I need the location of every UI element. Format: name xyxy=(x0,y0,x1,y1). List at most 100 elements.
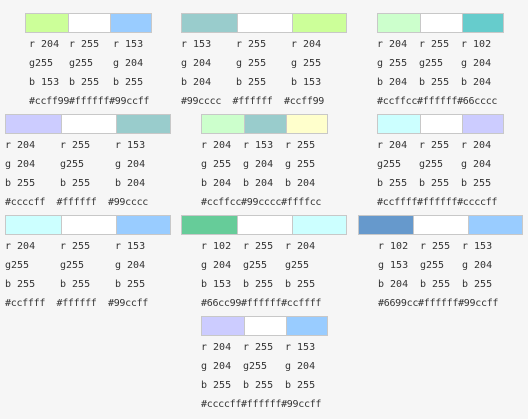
value-cell: g255 xyxy=(243,260,268,271)
value-cell: b 255 xyxy=(5,178,36,189)
value-cell: b 255 xyxy=(60,279,91,290)
hex-codes: #ccffff#ffffff#ccccff xyxy=(377,197,498,208)
value-cell: g255 xyxy=(5,260,30,271)
value-cell: r 255 xyxy=(60,140,91,151)
color-swatch xyxy=(202,317,245,335)
value-cell: r 102 xyxy=(201,241,232,252)
value-cell: r 153 xyxy=(113,39,144,50)
hex-codes: #ccffcc#ffffff#66cccc xyxy=(377,96,498,107)
value-cell: g 204 xyxy=(113,58,144,69)
swatch-strip xyxy=(377,114,504,134)
color-swatch xyxy=(61,216,116,234)
hex-codes: #ccffff #ffffff #99ccff xyxy=(5,298,149,309)
value-cell: r 255 xyxy=(419,140,450,151)
value-cell: r 255 xyxy=(236,39,267,50)
color-swatch xyxy=(244,115,286,133)
color-combo-4: r 204 r 255 r 153 g 204 g255 g 204 b 255 b 25… xyxy=(5,114,171,212)
value-cell: r 204 xyxy=(377,140,408,151)
value-cell: b 204 xyxy=(181,77,212,88)
value-cell: r 153 xyxy=(115,140,146,151)
color-swatch xyxy=(109,14,151,32)
value-cell: g 204 xyxy=(115,260,146,271)
value-cell: b 255 xyxy=(462,279,493,290)
value-cell: g 153 xyxy=(378,260,409,271)
value-cell: r 255 xyxy=(69,39,100,50)
color-swatch xyxy=(461,115,503,133)
value-cell: b 255 xyxy=(243,279,274,290)
value-cell: g 204 xyxy=(285,361,316,372)
color-swatch xyxy=(61,115,116,133)
hex-codes: #66cc99#ffffff#ccffff xyxy=(201,298,322,309)
swatch-strip xyxy=(181,13,347,33)
color-swatch xyxy=(115,216,170,234)
color-swatch xyxy=(6,115,62,133)
swatch-strip xyxy=(181,215,347,235)
value-cell: g 204 xyxy=(461,159,492,170)
value-cell: g255 xyxy=(419,58,444,69)
swatch-strip xyxy=(201,316,328,336)
hex-codes: #ccccff #ffffff #99cccc xyxy=(5,197,149,208)
value-cell: b 255 xyxy=(113,77,144,88)
value-cell: b 255 xyxy=(60,178,91,189)
value-cell: r 102 xyxy=(378,241,409,252)
color-combo-10: r 204 r 255 r 153 g 204 g255 g 204 b 255 b 25… xyxy=(201,316,328,414)
value-cell: r 204 xyxy=(291,39,322,50)
value-cell: r 204 xyxy=(5,140,36,151)
value-cell: g255 xyxy=(285,260,310,271)
value-cell: r 255 xyxy=(60,241,91,252)
value-cell: r 255 xyxy=(243,342,274,353)
color-swatch xyxy=(378,115,421,133)
value-cell: b 255 xyxy=(420,279,451,290)
value-cell: r 204 xyxy=(201,140,232,151)
color-swatch xyxy=(244,317,286,335)
value-cell: b 153 xyxy=(201,279,232,290)
value-cell: g 204 xyxy=(181,58,212,69)
value-cell: g 204 xyxy=(201,361,232,372)
color-combo-3: r 204 r 255 r 102 g 255 g255 g 204 b 204 b 25… xyxy=(377,13,504,111)
value-cell: r 204 xyxy=(285,241,316,252)
value-cell: g 204 xyxy=(5,159,36,170)
color-swatch xyxy=(420,14,462,32)
color-swatch xyxy=(291,14,346,32)
value-cell: r 153 xyxy=(115,241,146,252)
value-cell: b 153 xyxy=(29,77,60,88)
value-cell: g255 xyxy=(29,58,54,69)
value-cell: g 255 xyxy=(285,159,316,170)
value-cell: b 255 xyxy=(236,77,267,88)
color-swatch xyxy=(26,14,69,32)
value-cell: r 204 xyxy=(5,241,36,252)
value-cell: g 204 xyxy=(115,159,146,170)
value-cell: r 204 xyxy=(377,39,408,50)
color-swatch xyxy=(6,216,62,234)
color-combo-7: r 204 r 255 r 153 g255 g255 g 204 b 255 b 255… xyxy=(5,215,171,313)
value-cell: b 255 xyxy=(5,279,36,290)
value-cell: b 153 xyxy=(291,77,322,88)
value-cell: g255 xyxy=(243,361,268,372)
value-cell: r 153 xyxy=(243,140,274,151)
color-swatch xyxy=(461,14,503,32)
value-cell: r 204 xyxy=(29,39,60,50)
value-cell: g255 xyxy=(419,159,444,170)
value-cell: g255 xyxy=(60,260,85,271)
color-combo-5: r 204 r 153 r 255 g 255 g 204 g 255 b 204 b 2… xyxy=(201,114,328,212)
value-cell: b 204 xyxy=(285,178,316,189)
value-cell: g 255 xyxy=(377,58,408,69)
color-swatch xyxy=(68,14,110,32)
value-cell: b 255 xyxy=(419,178,450,189)
value-cell: b 255 xyxy=(377,178,408,189)
color-swatch xyxy=(285,115,327,133)
color-combo-9: r 102 r 255 r 153 g 153 g255 g 204 b 204 b 25… xyxy=(358,215,523,313)
color-combo-6: r 204 r 255 r 204 g255 g255 g 204 b 255 b 255… xyxy=(377,114,504,212)
value-cell: b 255 xyxy=(243,380,274,391)
value-cell: g255 xyxy=(69,58,94,69)
color-swatch xyxy=(413,216,468,234)
color-combo-2: r 153 r 255 r 204 g 204 g 255 g 255 b 204 b 2… xyxy=(181,13,347,111)
color-swatch xyxy=(182,14,238,32)
swatch-strip xyxy=(377,13,504,33)
value-cell: b 255 xyxy=(461,178,492,189)
swatch-strip xyxy=(25,13,152,33)
color-combo-8: r 102 r 255 r 204 g 204 g255 g255 b 153 b 255… xyxy=(181,215,347,313)
color-swatch xyxy=(291,216,346,234)
value-cell: b 255 xyxy=(285,279,316,290)
color-combo-1: r 204 r 255 r 153 g255 g255 g 204 b 153 b 255… xyxy=(25,13,152,111)
